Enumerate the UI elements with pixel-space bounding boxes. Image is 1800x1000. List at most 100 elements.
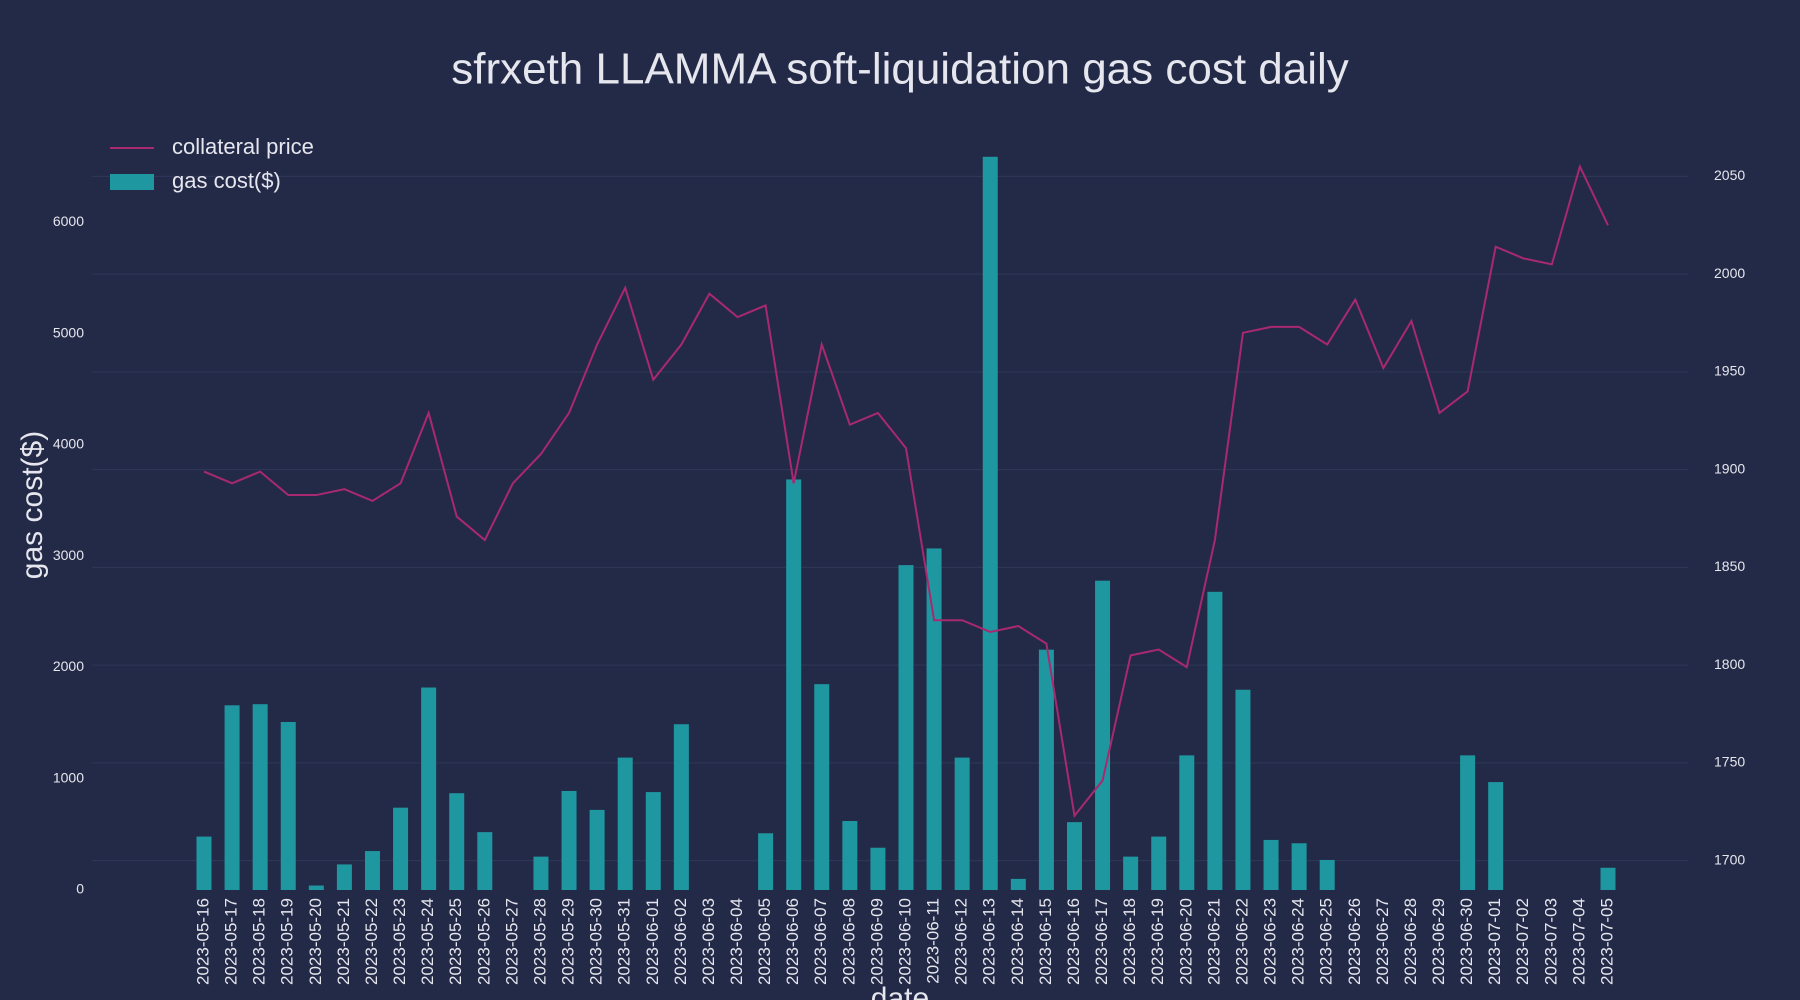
bar <box>393 807 409 890</box>
x-tick-label: 2023-06-03 <box>699 898 718 985</box>
bar <box>1151 836 1167 890</box>
y2-tick-label: 2000 <box>1714 265 1745 281</box>
y2-tick-label: 1850 <box>1714 558 1745 574</box>
x-tick-label: 2023-07-05 <box>1597 898 1616 985</box>
bar <box>898 565 914 890</box>
x-tick-label: 2023-06-19 <box>1148 898 1167 985</box>
x-tick-label: 2023-06-01 <box>643 898 662 985</box>
bar <box>224 705 240 890</box>
x-tick-label: 2023-06-16 <box>1064 898 1083 985</box>
legend-label: collateral price <box>172 134 314 159</box>
y-tick-label: 2000 <box>53 658 84 674</box>
x-tick-label: 2023-06-02 <box>671 898 690 985</box>
bar <box>617 757 633 890</box>
bar <box>421 687 437 890</box>
y2-tick-label: 1900 <box>1714 460 1745 476</box>
x-tick-label: 2023-05-23 <box>390 898 409 985</box>
x-tick-label: 2023-05-30 <box>587 898 606 985</box>
bar <box>673 724 689 890</box>
bar <box>1095 580 1111 890</box>
x-tick-label: 2023-05-25 <box>446 898 465 985</box>
bar <box>196 836 212 890</box>
x-tick-label: 2023-07-02 <box>1513 898 1532 985</box>
x-tick-label: 2023-05-24 <box>418 898 437 985</box>
y2-tick-label: 1750 <box>1714 754 1745 770</box>
x-tick-label: 2023-06-28 <box>1401 898 1420 985</box>
y-tick-label: 0 <box>76 881 84 897</box>
y-tick-label: 6000 <box>53 213 84 229</box>
bar <box>252 704 268 890</box>
x-tick-label: 2023-06-09 <box>867 898 886 985</box>
x-tick-label: 2023-06-18 <box>1120 898 1139 985</box>
bar <box>449 793 465 890</box>
x-tick-label: 2023-05-31 <box>615 898 634 985</box>
bar <box>814 684 830 890</box>
x-tick-label: 2023-05-19 <box>278 898 297 985</box>
x-tick-label: 2023-06-12 <box>952 898 971 985</box>
bar <box>926 548 942 890</box>
bar <box>1600 867 1616 890</box>
x-tick-label: 2023-05-27 <box>502 898 521 985</box>
bar <box>589 809 605 890</box>
x-tick-label: 2023-06-11 <box>924 898 943 984</box>
x-tick-label: 2023-05-28 <box>530 898 549 985</box>
x-tick-label: 2023-05-18 <box>250 898 269 985</box>
x-tick-label: 2023-07-04 <box>1569 898 1588 985</box>
bar <box>1460 755 1476 890</box>
x-tick-label: 2023-05-17 <box>222 898 241 985</box>
y2-tick-label: 1950 <box>1714 363 1745 379</box>
bar <box>1291 843 1307 890</box>
y2-tick-label: 1800 <box>1714 656 1745 672</box>
x-tick-label: 2023-06-22 <box>1232 898 1251 985</box>
x-axis-label: date <box>871 982 929 1000</box>
x-tick-label: 2023-06-10 <box>895 898 914 985</box>
x-tick-label: 2023-06-20 <box>1176 898 1195 985</box>
x-tick-label: 2023-06-17 <box>1092 898 1111 985</box>
x-tick-label: 2023-05-20 <box>306 898 325 985</box>
bar <box>1207 591 1223 890</box>
x-tick-label: 2023-05-16 <box>193 898 212 985</box>
bar <box>870 847 886 890</box>
bar <box>1010 878 1026 890</box>
x-tick-label: 2023-05-22 <box>362 898 381 985</box>
bar <box>533 856 549 890</box>
x-tick-label: 2023-06-24 <box>1289 898 1308 985</box>
bar <box>308 885 324 890</box>
price-line <box>203 163 1609 819</box>
x-tick-label: 2023-06-25 <box>1317 898 1336 985</box>
bar <box>1319 859 1335 890</box>
bar <box>1066 822 1082 890</box>
x-tick-label: 2023-06-04 <box>727 898 746 985</box>
bar <box>280 721 296 890</box>
y2-tick-label: 1700 <box>1714 851 1745 867</box>
bar <box>561 790 577 890</box>
bar <box>1488 782 1504 890</box>
bar <box>1038 649 1054 890</box>
bar <box>842 821 858 890</box>
y-axis-label: gas cost($) <box>16 431 49 579</box>
x-tick-label: 2023-06-26 <box>1345 898 1364 985</box>
x-tick-label: 2023-06-27 <box>1373 898 1392 985</box>
bar <box>1263 839 1279 890</box>
x-tick-label: 2023-07-03 <box>1541 898 1560 985</box>
x-tick-label: 2023-05-21 <box>334 898 353 985</box>
legend-label: gas cost($) <box>172 168 281 193</box>
y-tick-label: 5000 <box>53 324 84 340</box>
bar <box>477 832 493 890</box>
x-tick-label: 2023-06-14 <box>1008 898 1027 985</box>
x-tick-label: 2023-06-13 <box>980 898 999 985</box>
bar <box>1235 689 1251 890</box>
bar <box>364 851 380 890</box>
x-tick-label: 2023-06-30 <box>1457 898 1476 985</box>
x-tick-label: 2023-05-29 <box>559 898 578 985</box>
x-tick-label: 2023-07-01 <box>1485 898 1504 985</box>
y-tick-label: 3000 <box>53 547 84 563</box>
y-tick-label: 1000 <box>53 769 84 785</box>
x-tick-label: 2023-05-26 <box>474 898 493 985</box>
legend-swatch <box>110 174 154 190</box>
bar <box>1179 755 1195 890</box>
x-tick-label: 2023-06-06 <box>783 898 802 985</box>
bar <box>645 792 661 890</box>
x-tick-label: 2023-06-08 <box>839 898 858 985</box>
